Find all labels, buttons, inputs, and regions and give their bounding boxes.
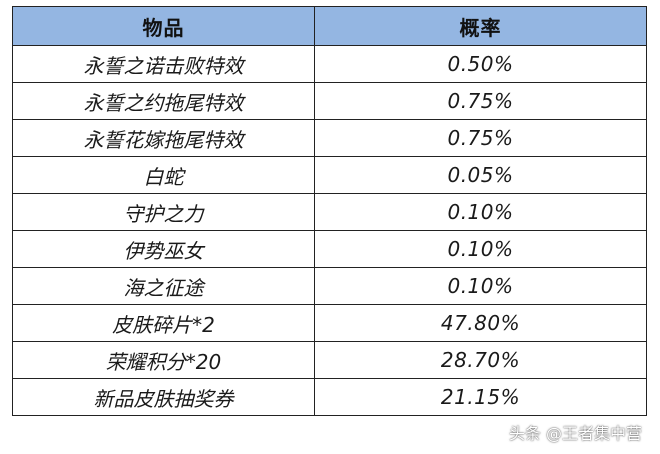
table-row: 皮肤碎片*2 47.80%: [12, 304, 647, 342]
item-cell: 永誓花嫁拖尾特效: [12, 119, 315, 157]
table-row: 荣耀积分*20 28.70%: [12, 341, 647, 379]
probability-cell: 0.75%: [314, 82, 647, 120]
table-row: 永誓之约拖尾特效 0.75%: [12, 82, 647, 120]
table-header: 物品 概率: [12, 6, 647, 46]
item-cell: 守护之力: [12, 193, 315, 231]
item-cell: 皮肤碎片*2: [12, 304, 315, 342]
probability-cell: 21.15%: [314, 378, 647, 416]
table-row: 守护之力 0.10%: [12, 193, 647, 231]
probability-cell: 47.80%: [314, 304, 647, 342]
item-cell: 伊势巫女: [12, 230, 315, 268]
probability-cell: 0.10%: [314, 230, 647, 268]
item-cell: 海之征途: [12, 267, 315, 305]
table-row: 伊势巫女 0.10%: [12, 230, 647, 268]
table-row: 新品皮肤抽奖券 21.15%: [12, 378, 647, 416]
probability-table: 物品 概率 永誓之诺击败特效 0.50% 永誓之约拖尾特效 0.75% 永誓花嫁…: [12, 6, 647, 416]
source-watermark: 头条 @王者集中营: [508, 424, 642, 443]
table-row: 白蛇 0.05%: [12, 156, 647, 194]
table-body: 永誓之诺击败特效 0.50% 永誓之约拖尾特效 0.75% 永誓花嫁拖尾特效 0…: [12, 45, 647, 416]
probability-table-container: 物品 概率 永誓之诺击败特效 0.50% 永誓之约拖尾特效 0.75% 永誓花嫁…: [12, 6, 647, 446]
probability-cell: 0.05%: [314, 156, 647, 194]
item-cell: 白蛇: [12, 156, 315, 194]
probability-cell: 28.70%: [314, 341, 647, 379]
item-cell: 永誓之诺击败特效: [12, 45, 315, 83]
item-cell: 新品皮肤抽奖券: [12, 378, 315, 416]
table-row: 永誓之诺击败特效 0.50%: [12, 45, 647, 83]
probability-cell: 0.75%: [314, 119, 647, 157]
probability-cell: 0.10%: [314, 267, 647, 305]
item-cell: 永誓之约拖尾特效: [12, 82, 315, 120]
header-row: 物品 概率: [12, 6, 647, 46]
table-row: 海之征途 0.10%: [12, 267, 647, 305]
header-item: 物品: [12, 6, 315, 46]
probability-cell: 0.10%: [314, 193, 647, 231]
item-cell: 荣耀积分*20: [12, 341, 315, 379]
header-probability: 概率: [314, 6, 647, 46]
probability-cell: 0.50%: [314, 45, 647, 83]
table-row: 永誓花嫁拖尾特效 0.75%: [12, 119, 647, 157]
